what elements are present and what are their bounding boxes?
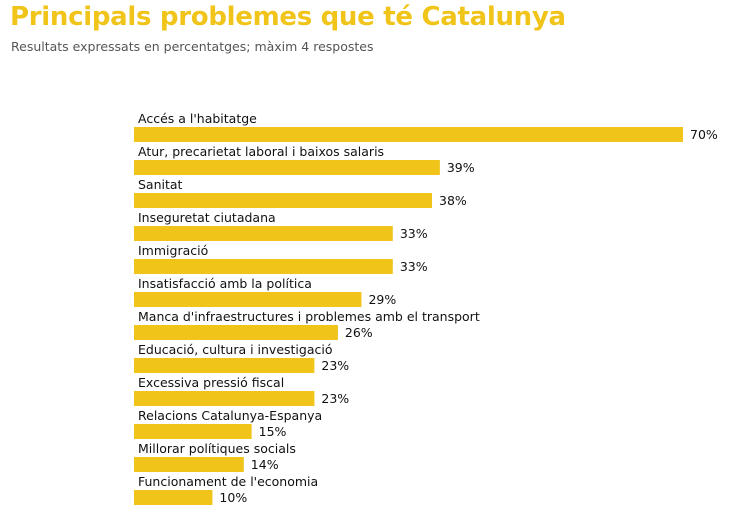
bar [134, 160, 440, 175]
category-label: Relacions Catalunya-Espanya [138, 408, 322, 423]
category-label: Atur, precarietat laboral i baixos salar… [138, 144, 384, 159]
bar [134, 259, 393, 274]
value-label: 33% [400, 226, 428, 241]
category-label: Accés a l'habitatge [138, 111, 257, 126]
value-label: 14% [251, 457, 279, 472]
chart-subtitle: Resultats expressats en percentatges; mà… [11, 39, 374, 54]
category-label: Inseguretat ciutadana [138, 210, 276, 225]
bar [134, 424, 252, 439]
bar [134, 127, 683, 142]
value-label: 23% [321, 358, 349, 373]
value-label: 29% [368, 292, 396, 307]
category-label: Insatisfacció amb la política [138, 276, 312, 291]
category-label: Millorar polítiques socials [138, 441, 296, 456]
bar [134, 391, 315, 406]
bar [134, 292, 362, 307]
category-label: Immigració [138, 243, 208, 258]
bar [134, 457, 244, 472]
bar [134, 325, 338, 340]
category-label: Educació, cultura i investigació [138, 342, 333, 357]
category-label: Manca d'infraestructures i problemes amb… [138, 309, 480, 324]
category-label: Excessiva pressió fiscal [138, 375, 284, 390]
value-label: 15% [259, 424, 287, 439]
category-label: Sanitat [138, 177, 183, 192]
bar [134, 193, 433, 208]
value-label: 26% [345, 325, 373, 340]
bar [134, 226, 393, 241]
bar [134, 358, 315, 373]
value-label: 38% [439, 193, 467, 208]
value-label: 10% [219, 490, 247, 505]
value-label: 70% [690, 127, 718, 142]
value-label: 39% [447, 160, 475, 175]
value-label: 23% [321, 391, 349, 406]
bar [134, 490, 213, 505]
value-label: 33% [400, 259, 428, 274]
chart-title: Principals problemes que té Catalunya [10, 2, 566, 32]
category-label: Funcionament de l'economia [138, 474, 318, 489]
